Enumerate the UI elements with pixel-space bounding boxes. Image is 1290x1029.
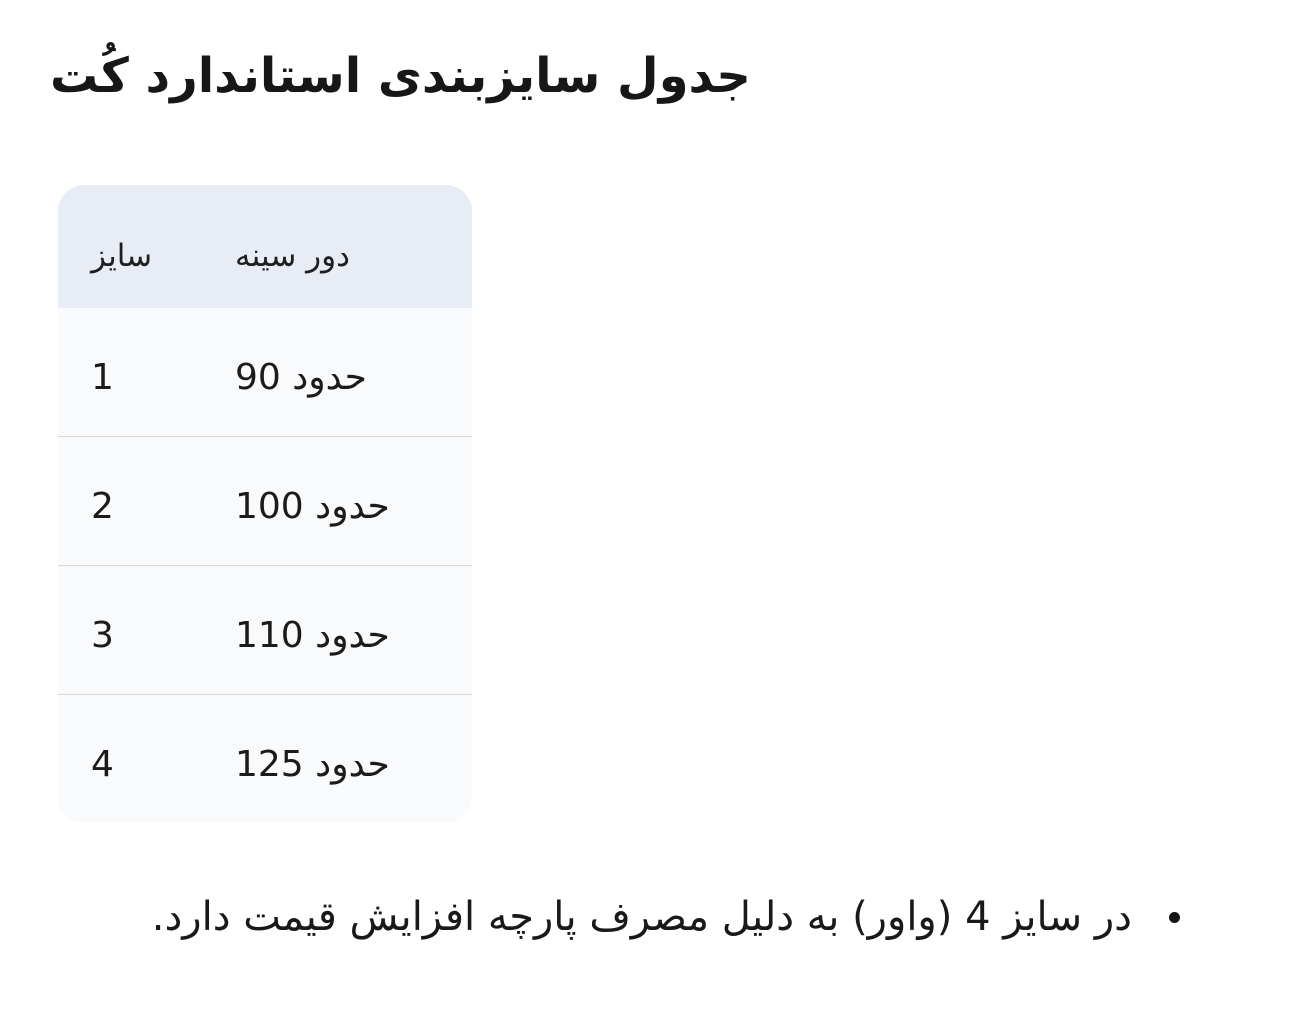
table-row: 3 حدود 110 bbox=[58, 565, 472, 694]
cell-chest: حدود 100 bbox=[228, 447, 472, 565]
table-row: 1 حدود 90 bbox=[58, 308, 472, 436]
cell-size-value: 3 bbox=[91, 614, 114, 656]
size-table: سایز دور سینه 1 حدود 90 2 حدود 100 bbox=[58, 185, 472, 823]
page-title: جدول سایزبندی استاندارد کُت bbox=[50, 48, 751, 104]
cell-chest-value: حدود 100 bbox=[235, 485, 390, 527]
table-body: 1 حدود 90 2 حدود 100 3 حدود 11 bbox=[58, 308, 472, 823]
note-item: در سایز 4 (واور) به دلیل مصرف پارچه افزا… bbox=[152, 893, 1180, 941]
column-header-chest-label: دور سینه bbox=[235, 237, 350, 274]
cell-size: 4 bbox=[58, 705, 228, 823]
cell-size-value: 4 bbox=[91, 743, 114, 785]
cell-chest-value: حدود 125 bbox=[235, 743, 390, 785]
cell-size-value: 1 bbox=[91, 356, 114, 398]
bullet-icon bbox=[1169, 911, 1180, 923]
cell-size: 2 bbox=[58, 447, 228, 565]
cell-size-value: 2 bbox=[91, 485, 114, 527]
cell-size: 1 bbox=[58, 318, 228, 436]
cell-chest-value: حدود 110 bbox=[235, 614, 390, 656]
note-text: در سایز 4 (واور) به دلیل مصرف پارچه افزا… bbox=[151, 894, 1132, 940]
cell-chest: حدود 125 bbox=[228, 705, 472, 823]
table-header-row: سایز دور سینه bbox=[58, 185, 472, 308]
table-row: 4 حدود 125 bbox=[58, 694, 472, 823]
note-list: در سایز 4 (واور) به دلیل مصرف پارچه افزا… bbox=[152, 893, 1180, 941]
cell-chest-value: حدود 90 bbox=[235, 356, 367, 398]
cell-size: 3 bbox=[58, 576, 228, 694]
table-row: 2 حدود 100 bbox=[58, 436, 472, 565]
column-header-size-label: سایز bbox=[91, 237, 153, 274]
cell-chest: حدود 90 bbox=[228, 318, 472, 436]
cell-chest: حدود 110 bbox=[228, 576, 472, 694]
column-header-chest: دور سینه bbox=[228, 203, 472, 308]
column-header-size: سایز bbox=[58, 203, 228, 308]
